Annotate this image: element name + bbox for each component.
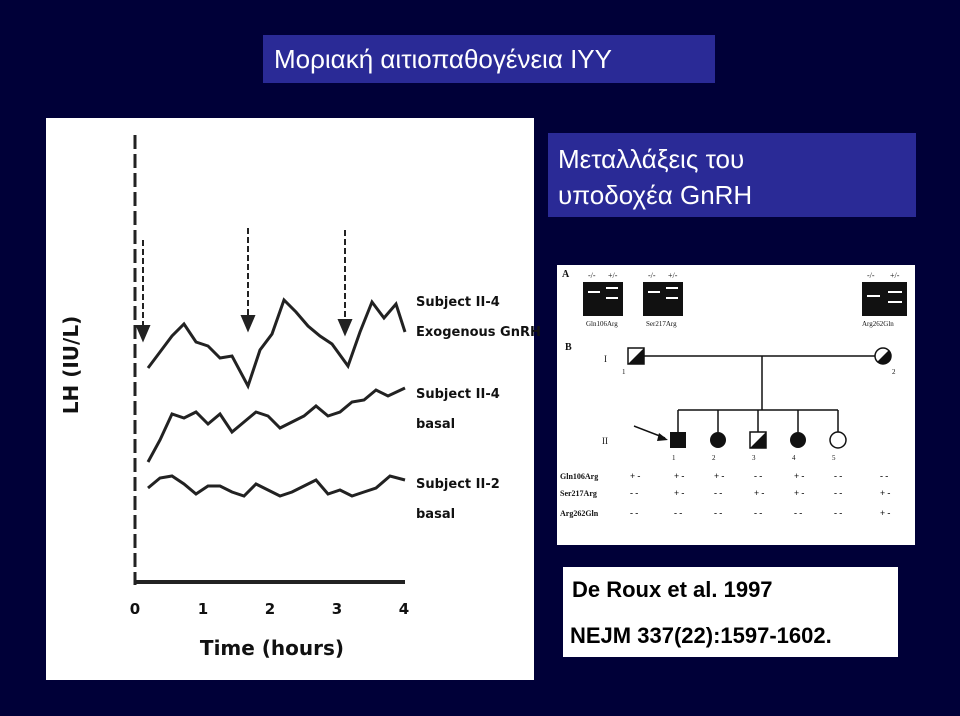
genotype: - - <box>714 488 722 498</box>
genotype: + - <box>754 488 764 498</box>
gel-header: +/- <box>608 271 618 280</box>
affected-female <box>790 432 806 448</box>
figure-panel <box>46 118 534 680</box>
gel <box>862 282 907 316</box>
gel-header: -/- <box>648 271 656 280</box>
gel-header: +/- <box>890 271 900 280</box>
genotype: + - <box>880 508 890 518</box>
genotype: + - <box>630 471 640 481</box>
citation-line: De Roux et al. 1997 <box>572 577 773 602</box>
citation-line: NEJM 337(22):1597-1602. <box>570 623 832 648</box>
genotype: + - <box>794 471 804 481</box>
series-label: Subject II-4 <box>416 295 500 310</box>
panel-label: B <box>565 342 572 353</box>
title: Μοριακή αιτιοπαθογένεια ΙΥΥ <box>274 44 612 74</box>
individual-label: 1 <box>672 454 676 462</box>
trace <box>147 474 406 498</box>
genotype: - - <box>794 508 802 518</box>
genotype: - - <box>834 488 842 498</box>
gel-header: -/- <box>588 271 596 280</box>
x-tick-label: 1 <box>198 600 208 618</box>
row-label: Arg262Gln <box>560 509 599 518</box>
traces <box>146 297 407 498</box>
lh-figure: LH (IU/L) Time (hours) <box>46 118 534 680</box>
arrow-head <box>240 315 256 333</box>
genotype: + - <box>794 488 804 498</box>
x-tick-label: 2 <box>265 600 275 618</box>
carrier-fill <box>628 348 644 364</box>
trace <box>146 297 407 390</box>
generation-label: II <box>602 436 608 446</box>
carrier-fill <box>750 432 766 448</box>
proband-arrow <box>657 433 668 441</box>
gel-header: -/- <box>867 271 875 280</box>
individual-label: 5 <box>832 454 836 462</box>
row-label: Ser217Arg <box>560 489 597 498</box>
mutation-label: Arg262Gln <box>862 320 894 328</box>
genotype: + - <box>714 471 724 481</box>
subtitle-box <box>548 133 916 217</box>
title-box <box>263 35 715 83</box>
subtitle-line: υποδοχέα GnRH <box>558 180 752 210</box>
individual-label: 2 <box>892 368 896 376</box>
series-label: basal <box>416 417 455 432</box>
genotype: - - <box>834 471 842 481</box>
row-label: Gln106Arg <box>560 472 598 481</box>
genotype: - - <box>754 508 762 518</box>
genotype: + - <box>674 488 684 498</box>
x-tick-label: 3 <box>332 600 342 618</box>
arrow-head <box>135 325 151 343</box>
female <box>829 431 847 449</box>
panel-label: A <box>562 269 570 280</box>
arrow-head <box>337 319 353 337</box>
genotype: - - <box>714 508 722 518</box>
mutation-label: Ser217Arg <box>646 320 677 328</box>
arrows <box>135 228 353 343</box>
series-label: Subject II-2 <box>416 477 500 492</box>
x-axis-label: Time (hours) <box>200 636 344 660</box>
series-label: basal <box>416 507 455 522</box>
carrier-fill <box>877 350 892 365</box>
gel-bands <box>588 287 902 303</box>
genotype: - - <box>834 508 842 518</box>
genotype: + - <box>674 471 684 481</box>
individual-label: 3 <box>752 454 756 462</box>
genotype: - - <box>880 471 888 481</box>
pedigree-figure: A B <box>557 265 915 545</box>
y-axis-label: LH (IU/L) <box>59 316 83 414</box>
trace <box>146 386 406 463</box>
genotype: - - <box>674 508 682 518</box>
series-label: Subject II-4 <box>416 387 500 402</box>
gel-header: +/- <box>668 271 678 280</box>
genotype: - - <box>630 508 638 518</box>
individual-label: 2 <box>712 454 716 462</box>
genotype: - - <box>754 471 762 481</box>
citation-box <box>563 567 898 657</box>
generation-label: I <box>604 354 607 364</box>
individual-label: 1 <box>622 368 626 376</box>
mutation-label: Gln106Arg <box>586 320 618 328</box>
x-tick-label: 4 <box>399 600 409 618</box>
x-tick-label: 0 <box>130 600 140 618</box>
subtitle-line: Μεταλλάξεις του <box>558 144 744 174</box>
series-label: Exogenous GnRH <box>416 325 541 340</box>
affected-female <box>710 432 726 448</box>
individual-label: 4 <box>792 454 796 462</box>
genotype: + - <box>880 488 890 498</box>
affected-male <box>670 432 686 448</box>
genotype: - - <box>630 488 638 498</box>
